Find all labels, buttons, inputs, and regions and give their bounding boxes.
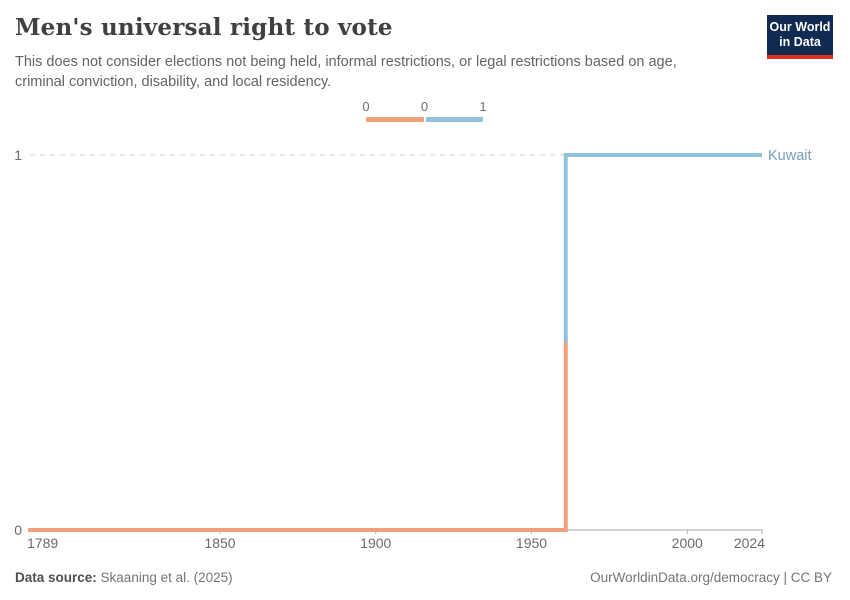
y-tick-label-1: 1: [14, 147, 22, 163]
owid-logo-line2: in Data: [779, 35, 821, 50]
attribution[interactable]: OurWorldinData.org/democracy | CC BY: [590, 570, 832, 585]
owid-logo-line1: Our World: [769, 20, 831, 34]
legend-labels: 0 0 1: [362, 99, 487, 114]
chart-subtitle: This does not consider elections not bei…: [15, 54, 677, 90]
legend-bars: [366, 117, 483, 122]
x-tick-label-2024: 2024: [734, 535, 765, 551]
series-line-value1[interactable]: [563, 153, 762, 343]
x-tick-label-1850: 1850: [204, 535, 235, 551]
chart-canvas: 1789 1850 1900 1950 2000 2024 0 1 Kuwait: [14, 147, 812, 551]
legend-swatch-value1: [425, 117, 483, 122]
legend-label-2: 1: [479, 99, 487, 114]
data-source-text: Skaaning et al. (2025): [100, 570, 233, 585]
y-tick-label-0: 0: [14, 522, 22, 538]
legend-label-0: 0: [362, 99, 370, 114]
chart-footer: Data source: Skaaning et al. (2025) OurW…: [15, 570, 832, 585]
x-tick-label-1900: 1900: [360, 535, 391, 551]
x-tick-label-1950: 1950: [516, 535, 547, 551]
value-color-legend: 0 0 1: [362, 99, 487, 122]
legend-label-1: 0: [420, 99, 429, 114]
x-tick-label-2000: 2000: [672, 535, 703, 551]
data-source: Data source: Skaaning et al. (2025): [15, 570, 233, 585]
owid-logo[interactable]: Our World in Data: [767, 15, 833, 59]
entity-label-kuwait[interactable]: Kuwait: [768, 148, 812, 164]
legend-swatch-value0: [366, 117, 424, 122]
series-line-value0[interactable]: [28, 342, 568, 532]
page-title: Men's universal right to vote: [15, 14, 393, 41]
x-tick-label-1789: 1789: [27, 535, 58, 551]
data-source-label: Data source:: [15, 570, 97, 585]
